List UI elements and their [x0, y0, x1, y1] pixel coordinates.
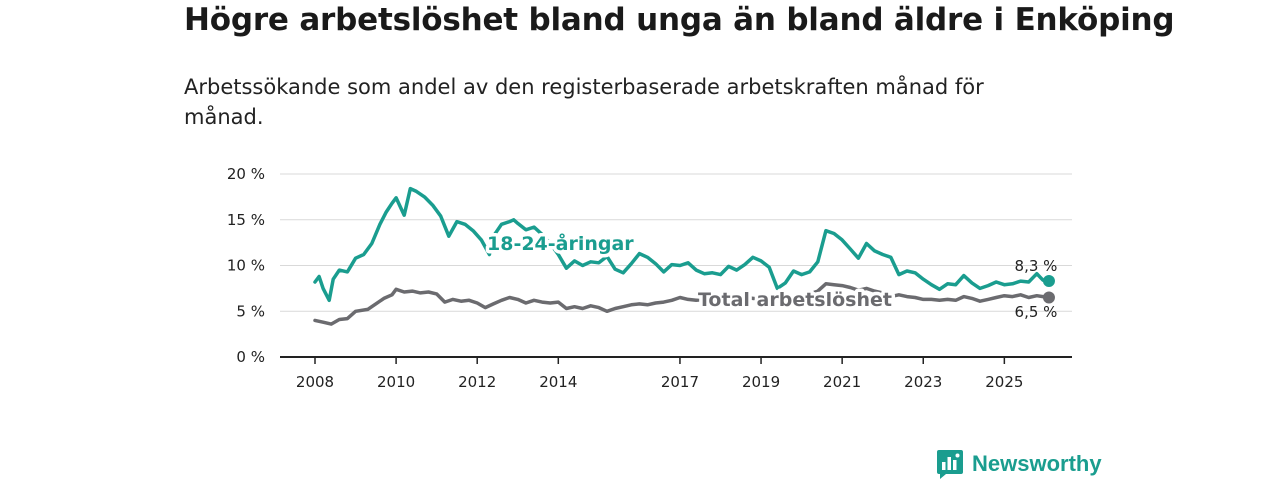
y-tick-label: 0 % — [236, 348, 265, 366]
x-tick-label: 2012 — [458, 373, 496, 391]
x-tick-label: 2008 — [296, 373, 334, 391]
y-tick-label: 20 % — [227, 165, 265, 183]
total-end-label: 6,5 % — [1015, 303, 1058, 321]
total-series-label: Total arbetslöshet — [698, 289, 892, 311]
youth-end-label: 8,3 % — [1015, 257, 1058, 275]
youth-series-label: 18-24-åringar — [487, 231, 634, 255]
y-tick-label: 10 % — [227, 257, 265, 275]
total-end-marker — [1042, 291, 1055, 304]
x-tick-label: 2014 — [539, 373, 577, 391]
x-tick-label: 2021 — [823, 373, 861, 391]
youth-series-line — [313, 186, 1051, 303]
total-series-line — [313, 282, 1051, 326]
brand-name: Newsworthy — [972, 451, 1102, 476]
y-tick-label: 15 % — [227, 211, 265, 229]
chart-title: Högre arbetslöshet bland unga än bland ä… — [184, 2, 1175, 38]
y-axis-ticks: 0 % 5 % 10 % 15 % 20 % — [227, 165, 265, 366]
x-tick-label: 2023 — [904, 373, 942, 391]
x-tick-label: 2025 — [985, 373, 1023, 391]
newsworthy-logo-icon — [937, 450, 963, 479]
line-chart: 0 %5 %10 %15 %20 % 2008 2010 2012 2014 2017 2… — [227, 165, 1072, 391]
grid-lines — [280, 173, 1072, 312]
chart-subtitle: Arbetssökande som andel av den registerb… — [184, 75, 984, 129]
x-axis-ticks: 2008 2010 2012 2014 2017 2019 2021 2023 2025 — [296, 357, 1023, 391]
youth-end-marker — [1042, 275, 1055, 288]
y-tick-label: 5 % — [236, 302, 265, 320]
x-tick-label: 2010 — [377, 373, 415, 391]
series-labels: 18-24-åringar Total arbetslöshet 8,3 % 6,5 … — [484, 228, 1058, 322]
x-tick-label: 2019 — [742, 373, 780, 391]
x-tick-label: 2017 — [661, 373, 699, 391]
brand: Newsworthy — [936, 448, 1102, 480]
series-layer — [313, 186, 1055, 326]
